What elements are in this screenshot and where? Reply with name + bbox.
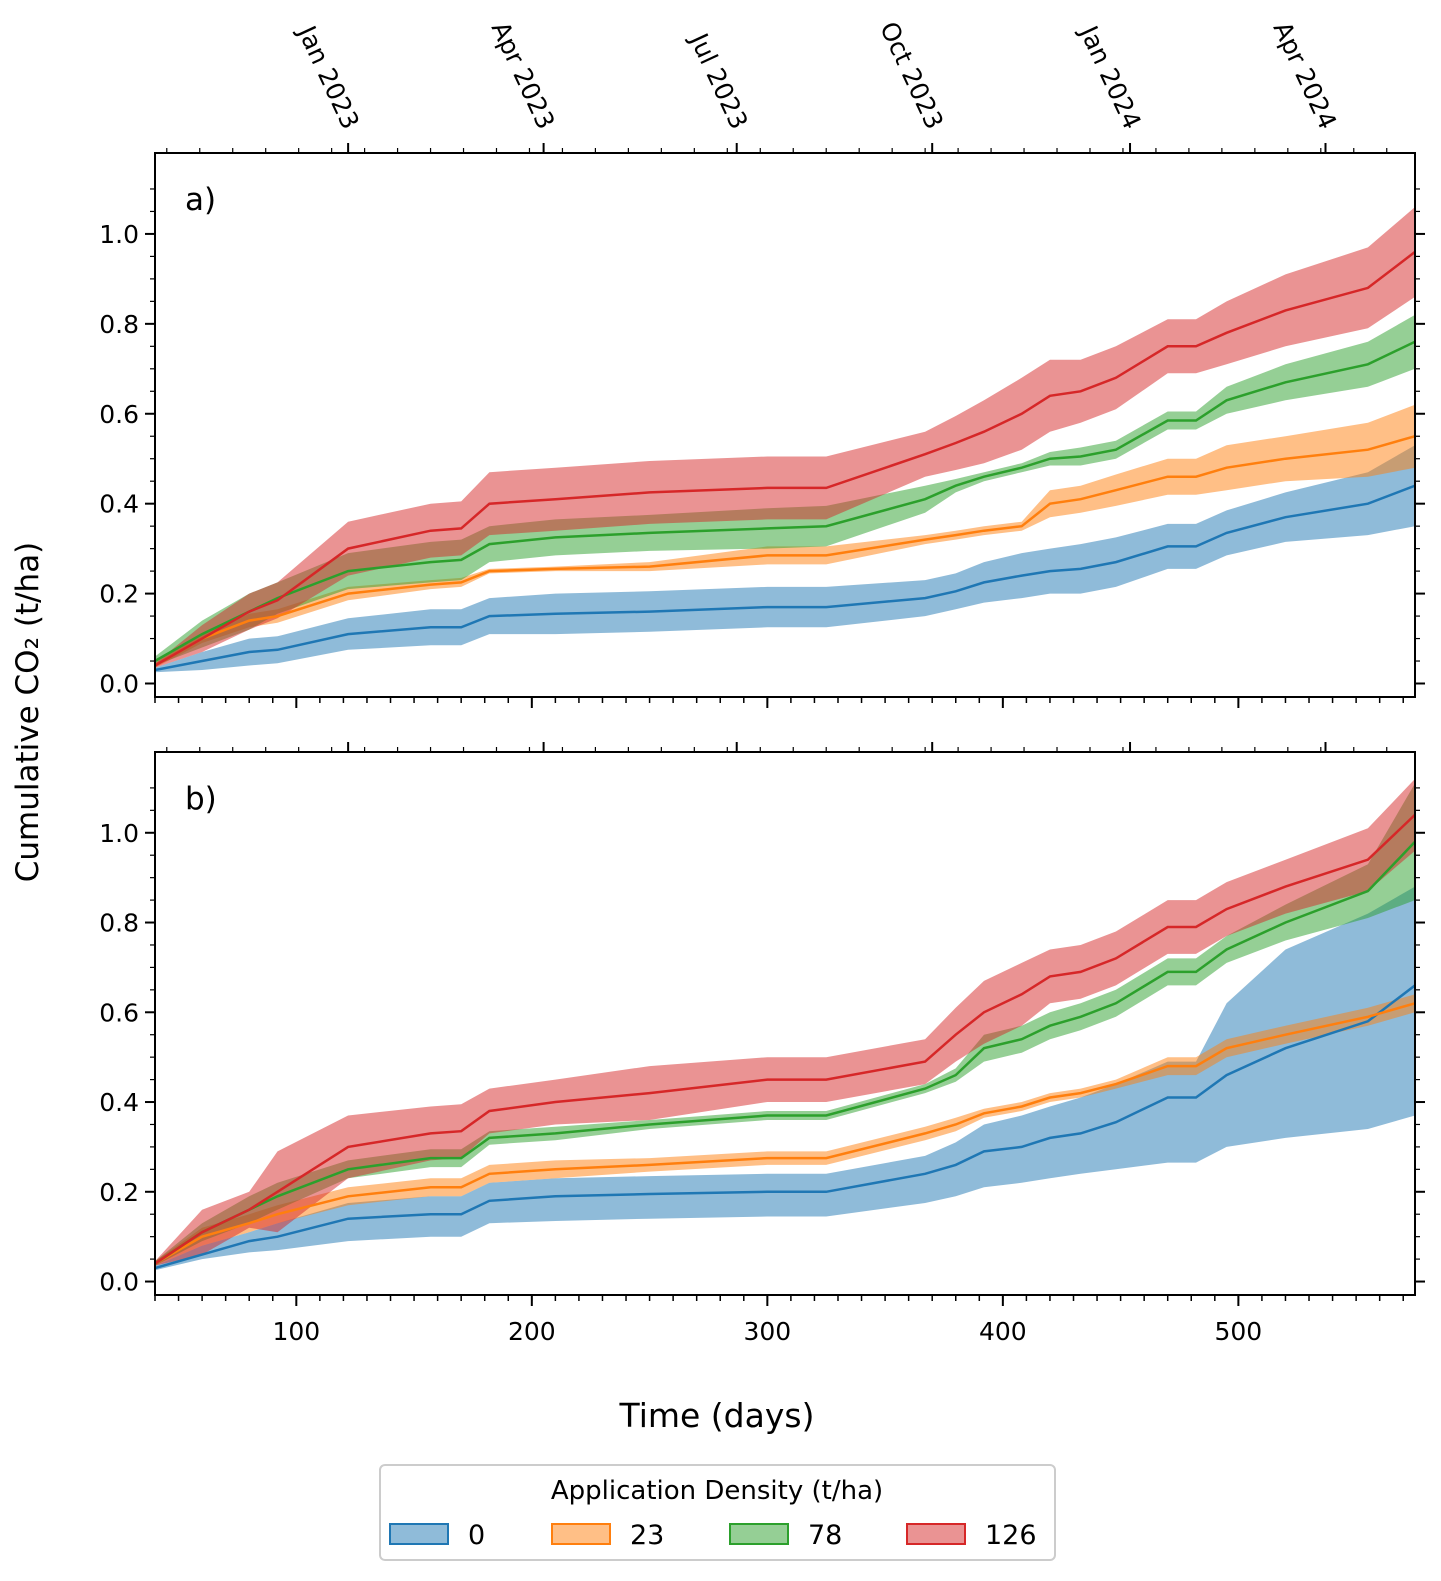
top-date-label: Oct 2023 <box>874 17 949 133</box>
legend-label: 126 <box>985 1520 1037 1551</box>
panel-b: 100 200 300 400 500 0.0 0.2 0.4 0.6 0.8 1.0 b) <box>99 742 1425 1346</box>
series-line-23 <box>155 1002 1415 1265</box>
y-tick-label: 1.0 <box>99 819 139 848</box>
plot-area <box>155 778 1415 1271</box>
y-tick-label: 1.0 <box>99 220 139 249</box>
axes-frame <box>154 152 1416 698</box>
y-tick-label: 0.8 <box>99 310 139 339</box>
y-tick-label: 0.4 <box>99 490 139 519</box>
legend-entry-23: 23 <box>551 1520 664 1551</box>
legend: Application Density (t/ha) 0 23 78 126 <box>379 1464 1056 1561</box>
y-tick-label: 0.2 <box>99 1178 139 1207</box>
legend-entry-0: 0 <box>389 1520 485 1551</box>
series-line-126 <box>155 813 1415 1265</box>
series-line-23 <box>155 434 1415 667</box>
y-tick-label: 0.8 <box>99 909 139 938</box>
legend-label: 0 <box>468 1520 485 1551</box>
series-line-78 <box>155 340 1415 663</box>
y-tick-label: 0.6 <box>99 998 139 1027</box>
legend-swatch <box>729 1523 789 1545</box>
legend-swatch <box>551 1523 611 1545</box>
plot-area <box>155 207 1415 673</box>
axes-frame <box>154 751 1416 1296</box>
y-tick-label: 0.0 <box>99 1268 139 1297</box>
series-line-0 <box>155 484 1415 672</box>
legend-frame <box>379 1464 1056 1561</box>
panel-label: b) <box>185 781 217 817</box>
x-tick-label: 400 <box>979 1317 1027 1346</box>
confidence-band-0 <box>155 445 1415 673</box>
x-tick-label: 100 <box>272 1317 320 1346</box>
top-date-label: Jul 2023 <box>683 27 753 133</box>
panel-a: Jan 2023 Apr 2023 Jul 2023 Oct 2023 Jan 2024… <box>99 17 1425 708</box>
series-line-126 <box>155 250 1415 667</box>
y-tick-label: 0.4 <box>99 1088 139 1117</box>
top-date-label: Jan 2024 <box>1073 20 1147 134</box>
top-date-label: Apr 2023 <box>486 17 561 133</box>
x-tick-label: 500 <box>1215 1317 1263 1346</box>
y-tick-label: 0.2 <box>99 580 139 609</box>
y-tick-label: 0.6 <box>99 400 139 429</box>
y-tick-label: 0.0 <box>99 670 139 699</box>
panel-label: a) <box>185 182 216 218</box>
legend-swatch <box>906 1523 966 1545</box>
legend-label: 78 <box>808 1520 842 1551</box>
series-line-78 <box>155 840 1415 1265</box>
confidence-band-0 <box>155 886 1415 1271</box>
legend-swatch <box>389 1523 449 1545</box>
y-axis-label: Cumulative CO₂ (t/ha) <box>10 542 46 883</box>
x-tick-label: 200 <box>508 1317 556 1346</box>
confidence-band-126 <box>155 778 1415 1266</box>
top-date-label: Apr 2024 <box>1268 17 1343 133</box>
legend-entry-78: 78 <box>729 1520 842 1551</box>
x-axis-label: Time (days) <box>619 1396 815 1435</box>
legend-label: 23 <box>630 1520 664 1551</box>
legend-entry-126: 126 <box>906 1520 1037 1551</box>
top-date-label: Jan 2023 <box>291 20 365 134</box>
series-line-0 <box>155 984 1415 1270</box>
legend-title: Application Density (t/ha) <box>551 1476 883 1506</box>
x-tick-label: 300 <box>743 1317 791 1346</box>
